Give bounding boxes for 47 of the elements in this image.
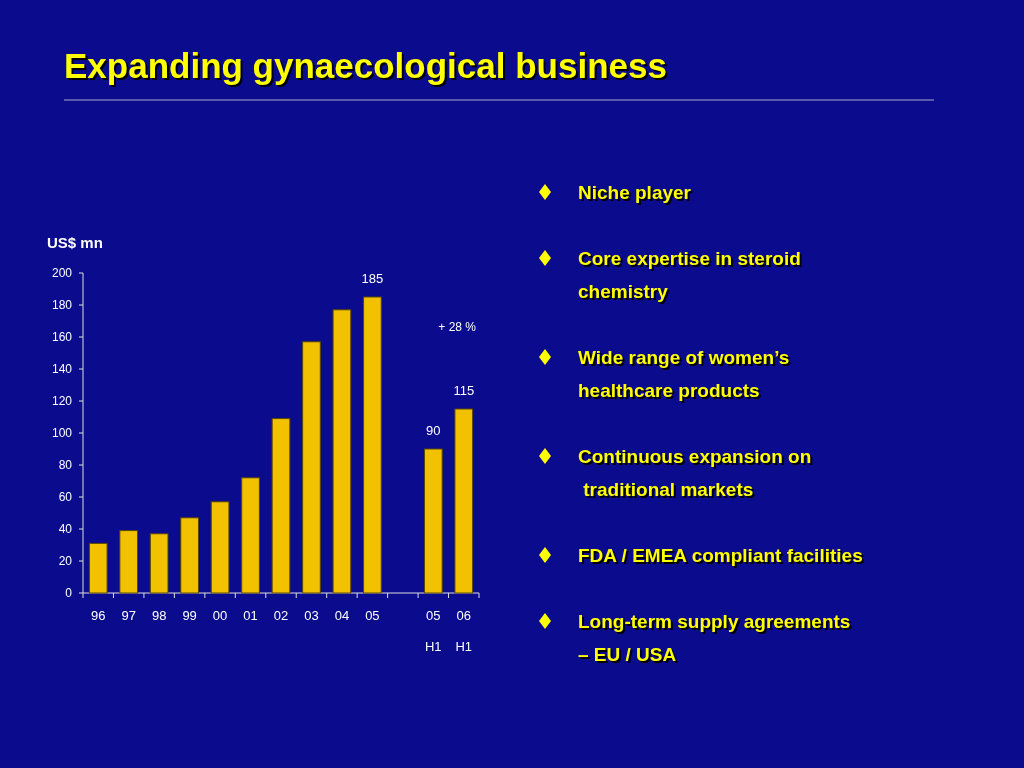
x-tick-label: 04 [334,608,350,623]
text: Core expertise in steroid chemistry [578,248,801,302]
chart-title: Expanding gynaecological business [64,46,667,85]
y-tick-label: 20 [58,554,73,569]
y-tick-label: 60 [58,490,73,505]
bar [454,408,474,594]
annotation: + 28 % [438,320,477,334]
y-tick-label: 140 [51,362,73,377]
bar [210,501,230,594]
bar [423,448,443,594]
data-label: 90 [426,423,441,438]
bar [241,477,260,594]
y-tick-label: 0 [65,586,73,601]
x-tick-label: 99 [182,608,197,623]
text: Long-term supply agreements – EU / USA [578,611,851,665]
x-tick-label: 98 [151,608,167,623]
text: Wide range of women’s healthcare products [578,347,790,401]
bar [149,533,169,594]
x-tick-label: 97 [121,608,136,623]
x-tick-label: 96 [91,608,106,623]
y-tick-label: 200 [51,266,73,281]
bar [119,530,139,594]
x-tick-label: 05 [365,608,380,623]
bar [271,418,291,594]
bar [363,296,382,594]
y-tick-label: 160 [51,330,73,345]
bar [332,309,352,594]
y-axis-title: US$ mn [47,234,103,251]
x-tick-label: 02 [273,608,289,623]
y-tick-label: 100 [51,426,73,441]
bar [302,341,321,594]
y-tick-label: 120 [51,394,73,409]
bar [180,517,199,594]
y-tick-label: 80 [58,458,73,473]
data-label: 185 [361,271,384,286]
category-label: 05 H1 [425,608,442,654]
x-tick-label: 00 [212,608,228,623]
y-tick-label: 180 [51,298,73,313]
category-label: 06 H1 [455,608,473,654]
data-label: 115 [453,383,475,398]
x-tick-label: 03 [304,608,319,623]
text: Niche player [578,182,692,203]
x-tick-label: 01 [243,608,258,623]
text: FDA / EMEA compliant facilities [578,545,863,566]
text: Continuous expansion on traditional markets [578,446,812,500]
bar [88,542,108,594]
y-tick-label: 40 [58,522,73,537]
